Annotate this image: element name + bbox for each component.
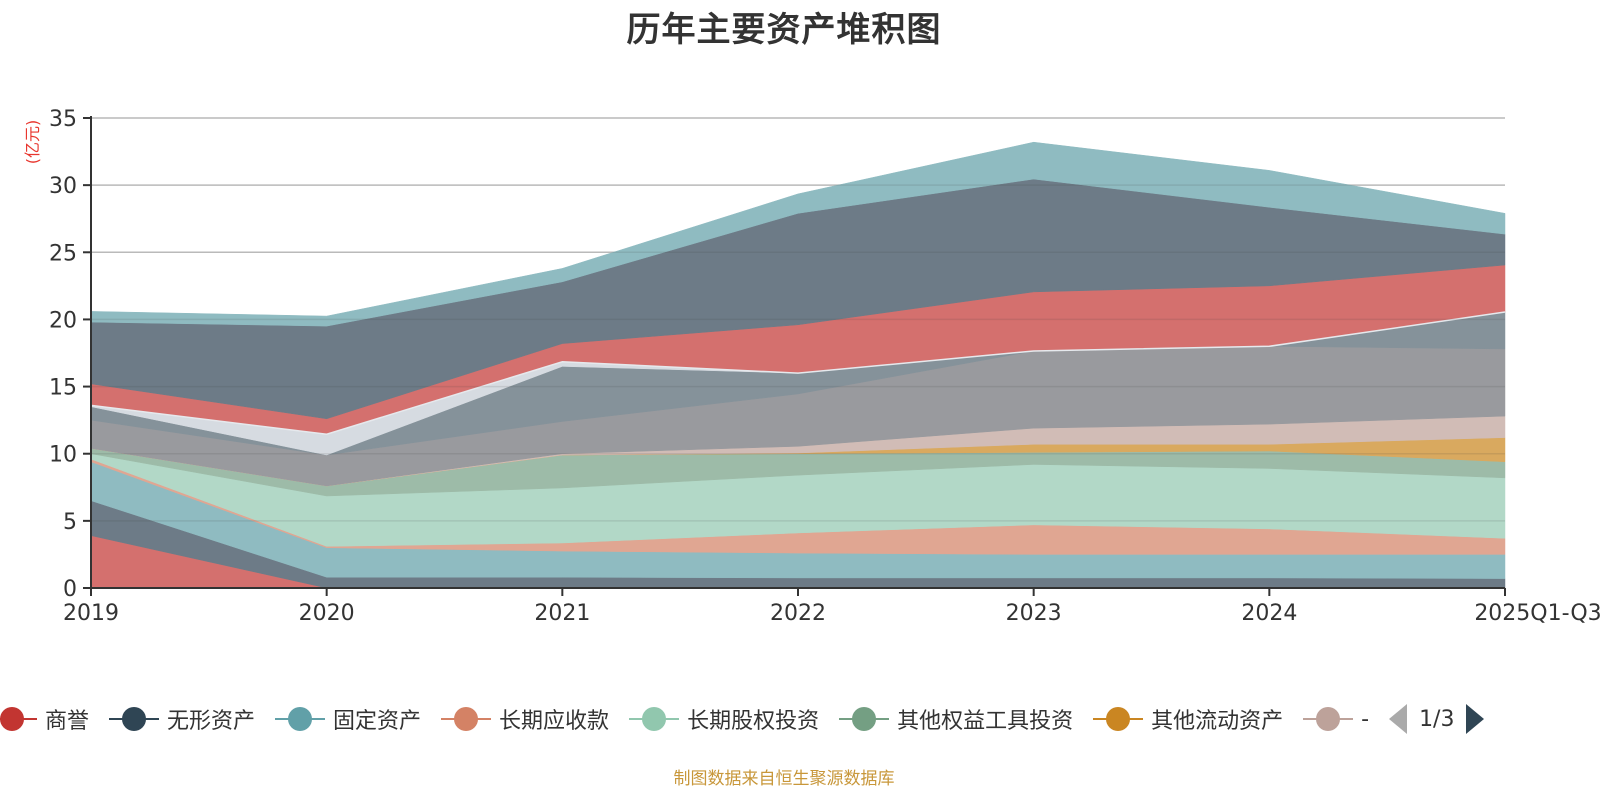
chart-title: 历年主要资产堆积图: [626, 10, 942, 50]
legend-label: 长期股权投资: [687, 709, 820, 734]
legend-item[interactable]: -: [1303, 707, 1369, 732]
legend-label: 长期应收款: [499, 709, 610, 734]
stacked-area-chart: 0 5 10 15 20 25 30 35 2019 2020 2021 2022 2023 2024 20…: [23, 107, 1600, 626]
legend-label: -: [1361, 706, 1370, 732]
legend-item[interactable]: 长期应收款: [441, 703, 609, 735]
y-tick-label: 20: [49, 308, 77, 333]
y-tick-label: 10: [49, 443, 77, 468]
legend-marker-icon: [1093, 707, 1144, 731]
y-tick-label: 5: [63, 510, 77, 535]
y-tick-label: 15: [49, 376, 77, 401]
legend-marker-icon: [0, 707, 37, 731]
legend-marker-icon: [109, 707, 160, 731]
x-tick-label: 2019: [63, 601, 119, 626]
legend-marker-icon: [441, 707, 492, 731]
y-tick-label: 0: [63, 577, 77, 602]
legend-item[interactable]: 商誉: [0, 703, 89, 735]
x-tick-label: 2020: [299, 601, 355, 626]
source-note: 制图数据来自恒生聚源数据库: [673, 769, 895, 789]
legend-item[interactable]: 其他权益工具投资: [839, 703, 1073, 735]
legend-marker-icon: [1303, 707, 1354, 731]
legend-label: 固定资产: [333, 709, 422, 734]
legend-marker-icon: [839, 707, 890, 731]
legend: 商誉 无形资产 固定资产 长期应收款 长期股权投资 其他权益工具投资 其他流动资产 - 1/3: [0, 702, 1485, 736]
legend-marker-icon: [275, 707, 326, 731]
legend-item[interactable]: 固定资产: [275, 703, 421, 735]
y-grid-overlay: [91, 117, 1505, 522]
y-tick-label: 35: [49, 107, 77, 132]
series-edge-line: [90, 311, 1506, 436]
x-tick-label: 2021: [534, 601, 590, 626]
area-14[interactable]: [90, 141, 1506, 327]
legend-label: 商誉: [45, 709, 90, 734]
y-axis-label: (亿元): [23, 120, 42, 165]
y-tick-label: 30: [49, 174, 77, 199]
x-tick-label: 2022: [770, 601, 826, 626]
legend-label: 其他权益工具投资: [897, 709, 1074, 734]
legend-pager: 1/3: [1389, 704, 1485, 734]
x-tick-label: 2025Q1-Q3: [1474, 601, 1600, 626]
legend-marker-icon: [629, 707, 680, 731]
legend-label: 无形资产: [167, 709, 256, 734]
axes: 0 5 10 15 20 25 30 35 2019 2020 2021 2022 2023 2024 20…: [49, 107, 1600, 626]
y-tick-label: 25: [49, 241, 77, 266]
x-tick-label: 2023: [1006, 601, 1062, 626]
legend-item[interactable]: 其他流动资产: [1093, 703, 1283, 735]
legend-item[interactable]: 无形资产: [109, 703, 255, 735]
legend-next-page-icon[interactable]: [1466, 704, 1485, 734]
legend-prev-page-icon[interactable]: [1389, 704, 1408, 734]
legend-label: 其他流动资产: [1151, 709, 1284, 734]
legend-page-indicator: 1/3: [1419, 706, 1455, 732]
legend-item[interactable]: 长期股权投资: [629, 703, 819, 735]
area-series: [90, 141, 1506, 589]
x-tick-label: 2024: [1241, 601, 1297, 626]
